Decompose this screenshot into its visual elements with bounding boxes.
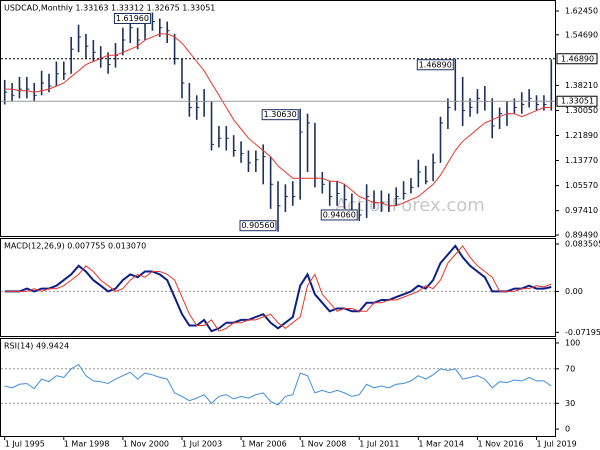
x-tick-label: 1 Jul 2019: [537, 440, 577, 449]
annotation-box: [113, 12, 151, 24]
annotation-label: 0.94060: [323, 210, 356, 219]
x-tick-label: 1 Nov 2008: [300, 440, 346, 449]
watermark: ActionForex.com: [335, 195, 485, 216]
annotation-box: [261, 109, 299, 121]
y-tick-label: 1.05570: [565, 181, 598, 190]
annotation-label: 1.46890: [419, 60, 452, 69]
y-tick-label: 1.54690: [565, 30, 598, 39]
y-tick-label: 1.30050: [565, 106, 598, 115]
x-tick-label: 1 Nov 2016: [477, 440, 523, 449]
price-box: [556, 53, 598, 65]
annotation-box: [239, 220, 277, 232]
line-series: [4, 33, 552, 207]
y-tick-label: 1.21890: [565, 131, 598, 140]
panel-title: RSI(14) 49.9424: [4, 342, 69, 351]
x-tick-label: 1 Mar 2006: [241, 440, 287, 449]
y-tick-label: 0: [565, 425, 570, 434]
rsi-panel: [0, 338, 556, 437]
y-tick-label: 1.38210: [565, 81, 598, 90]
line-series: [4, 363, 552, 406]
y-tick-label: 1.13770: [565, 156, 598, 165]
x-tick-label: 1 Nov 2000: [123, 440, 169, 449]
macd-panel: [0, 238, 556, 337]
y-tick-label: 1.62450: [565, 6, 598, 15]
annotation-label: 1.30630: [264, 110, 297, 119]
annotation-label: 0.90560: [241, 221, 274, 230]
annotation-label: 1.61960: [116, 14, 149, 23]
y-tick-label: 0.89490: [565, 230, 598, 239]
y-tick-label: -0.07195: [565, 328, 600, 337]
y-tick-label: 100: [565, 338, 580, 347]
x-tick-label: 1 Jul 1995: [5, 440, 45, 449]
price-label: 1.46890: [561, 54, 594, 63]
annotation-box: [320, 209, 358, 221]
price-box: [556, 95, 598, 107]
y-tick-label: 0.97410: [565, 206, 598, 215]
line-series: [4, 244, 552, 333]
price-label: 1.33051: [561, 97, 594, 106]
x-tick-label: 1 Mar 1998: [64, 440, 110, 449]
y-tick-label: 70: [565, 364, 575, 373]
y-tick-label: 0.00: [565, 287, 583, 296]
y-tick-label: 30: [565, 399, 575, 408]
x-tick-label: 1 Jul 2003: [182, 440, 222, 449]
x-tick-label: 1 Mar 2014: [418, 440, 464, 449]
y-tick-label: 0.083505: [565, 239, 600, 248]
line-series: [4, 245, 552, 332]
panel-title: USDCAD,Monthly 1.33163 1.33312 1.32675 1…: [4, 4, 215, 13]
price-panel: [0, 0, 556, 237]
x-tick-label: 1 Jul 2011: [359, 440, 399, 449]
annotation-box: [416, 59, 454, 71]
panel-title: MACD(12,26,9) 0.007755 0.013070: [4, 242, 146, 251]
